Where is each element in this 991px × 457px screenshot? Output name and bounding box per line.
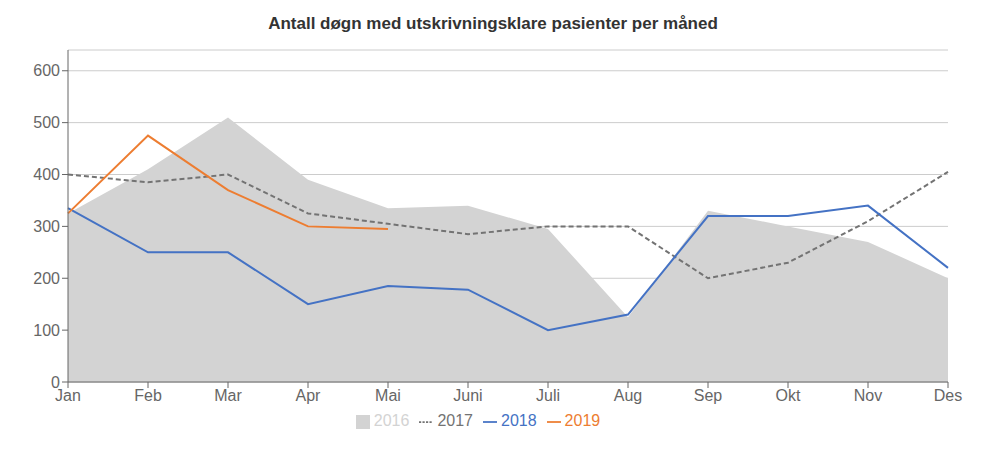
svg-text:Mar: Mar	[214, 387, 242, 404]
svg-text:Aug: Aug	[614, 387, 642, 404]
html-text:2016: 2016	[373, 412, 410, 429]
svg-text:Juli: Juli	[536, 387, 560, 404]
svg-text:Des: Des	[934, 387, 962, 404]
svg-text:Nov: Nov	[854, 387, 882, 404]
html-text:2019: 2019	[564, 412, 601, 429]
html-text:2018: 2018	[501, 412, 537, 429]
svg-text:Apr: Apr	[296, 387, 322, 404]
svg-text:Okt: Okt	[776, 387, 801, 404]
svg-text:500: 500	[33, 114, 60, 131]
svg-text:200: 200	[33, 270, 60, 287]
html-text:Antall døgn med utskrivningskl: Antall døgn med utskrivningsklare pasien…	[268, 14, 718, 33]
svg-text:Feb: Feb	[134, 387, 162, 404]
html-text:2017: 2017	[437, 412, 473, 429]
svg-text:Mai: Mai	[375, 387, 401, 404]
svg-text:Juni: Juni	[453, 387, 482, 404]
svg-text:Sep: Sep	[694, 387, 723, 404]
svg-text:300: 300	[33, 218, 60, 235]
svg-text:400: 400	[33, 166, 60, 183]
svg-text:600: 600	[33, 62, 60, 79]
svg-text:0: 0	[51, 374, 60, 391]
svg-text:100: 100	[33, 322, 60, 339]
svg-text:Jan: Jan	[55, 387, 81, 405]
